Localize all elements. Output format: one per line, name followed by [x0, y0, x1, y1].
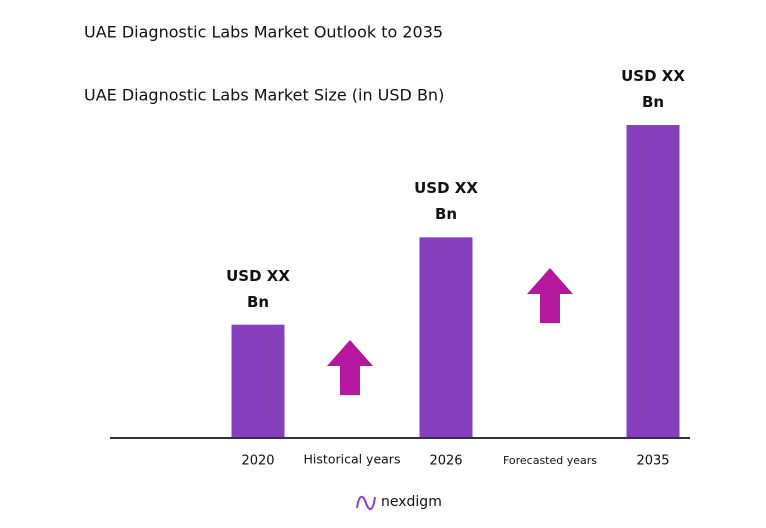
value-label: USD XX Bn: [226, 266, 290, 311]
logo-icon: [356, 495, 376, 511]
value-label: USD XX Bn: [414, 179, 478, 224]
growth-arrow: [527, 268, 573, 323]
bar: [626, 125, 680, 437]
logo-text: nexdigm: [381, 494, 442, 510]
chart-subtitle: UAE Diagnostic Labs Market Size (in USD …: [84, 86, 444, 105]
period-label: Historical years: [304, 452, 401, 467]
growth-arrow: [327, 340, 373, 395]
bar: [231, 324, 285, 437]
bar: [419, 237, 473, 437]
x-tick-label: 2020: [241, 454, 274, 469]
x-tick-label: 2035: [636, 454, 669, 469]
period-label: Forecasted years: [503, 454, 597, 467]
chart-title: UAE Diagnostic Labs Market Outlook to 20…: [84, 23, 443, 42]
value-label: USD XX Bn: [621, 67, 685, 111]
x-tick-label: 2026: [429, 454, 462, 469]
